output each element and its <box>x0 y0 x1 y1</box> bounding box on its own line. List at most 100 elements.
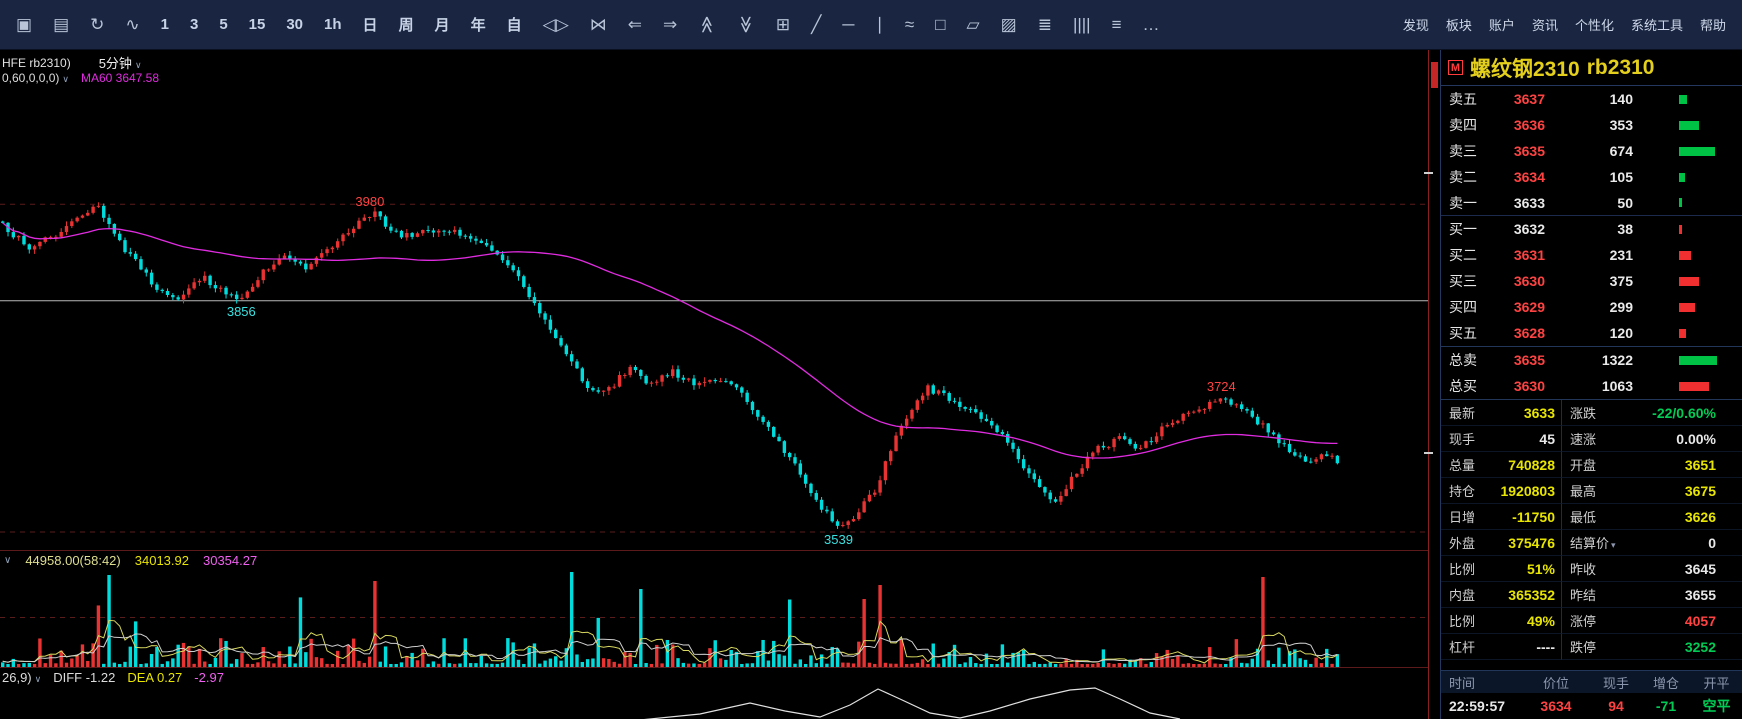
dom-price: 3636 <box>1513 117 1545 133</box>
menu-account[interactable]: 账户 <box>1488 18 1515 33</box>
dom-depth-bar <box>1679 355 1717 365</box>
hline-tool-icon[interactable]: ─ <box>842 15 855 34</box>
dom-level-label: 卖二 <box>1449 169 1477 185</box>
menu-sectors[interactable]: 板块 <box>1445 18 1472 33</box>
dom-row-10[interactable]: 买五 3628 120 <box>1441 320 1742 346</box>
volume-value-3: 30354.27 <box>202 552 258 568</box>
period-day[interactable]: 日 <box>362 17 378 34</box>
menu-discover[interactable]: 发现 <box>1402 18 1429 33</box>
candlestick-chart[interactable] <box>0 89 1428 550</box>
quote-field-结算价: 结算价 ▾ 0 <box>1561 530 1742 556</box>
rect-tool-icon[interactable]: □ <box>935 15 946 34</box>
ma60-value: MA60 3647.58 <box>80 71 160 85</box>
quote-label: 杠杆 <box>1449 640 1476 655</box>
period-1hour[interactable]: 1h <box>324 16 342 33</box>
page-split-icon[interactable]: ◁▷ <box>542 15 569 34</box>
dom-quantity: 353 <box>1609 117 1633 133</box>
save-icon[interactable]: ▤ <box>53 15 70 34</box>
period-3min[interactable]: 3 <box>189 16 199 33</box>
dom-row-2[interactable]: 卖四 3636 353 <box>1441 112 1742 138</box>
ma-params-selector[interactable]: 0,60,0,0,0) ∨ <box>2 71 69 85</box>
volume-profile-icon[interactable]: |||| <box>1072 15 1091 34</box>
period-5min[interactable]: 5 <box>219 16 228 33</box>
dom-row-7[interactable]: 买二 3631 231 <box>1441 242 1742 268</box>
dom-row-4[interactable]: 卖二 3634 105 <box>1441 164 1742 190</box>
quote-value: ---- <box>1536 638 1555 655</box>
dom-price: 3633 <box>1513 194 1545 211</box>
symbol-tab[interactable]: HFE rb2310) <box>2 55 71 70</box>
pattern-tool-icon[interactable]: ▨ <box>1000 15 1017 34</box>
text-tool-icon[interactable]: ≡ <box>1111 15 1122 34</box>
dom-level-label: 买三 <box>1449 273 1477 289</box>
period-15min[interactable]: 15 <box>248 16 266 33</box>
refresh-icon[interactable]: ↻ <box>90 15 105 34</box>
trendline-tool-icon[interactable]: ╱ <box>811 15 822 34</box>
total-buy-row[interactable]: 总买 3630 1063 <box>1441 373 1742 399</box>
total-sell-row[interactable]: 总卖 3635 1322 <box>1441 347 1742 373</box>
forward-icon[interactable]: ⇒ <box>663 15 678 34</box>
period-30min[interactable]: 30 <box>286 16 304 33</box>
dom-quantity: 105 <box>1609 169 1633 185</box>
grid-layout-icon[interactable]: ⊞ <box>775 15 791 34</box>
menu-personalize[interactable]: 个性化 <box>1574 18 1614 33</box>
quote-field-涨跌: 涨跌 -22/0.60% <box>1561 400 1742 426</box>
period-1min[interactable]: 1 <box>160 16 169 33</box>
line-chart-icon[interactable]: ∿ <box>125 15 140 34</box>
quote-field-最新: 最新 3633 <box>1441 400 1561 426</box>
macd-chart[interactable] <box>0 687 1428 719</box>
dom-row-8[interactable]: 买三 3630 375 <box>1441 268 1742 294</box>
menu-news[interactable]: 资讯 <box>1531 18 1558 33</box>
quote-value: 3645 <box>1684 560 1716 577</box>
axis-tick <box>1424 452 1433 454</box>
dom-price: 3632 <box>1513 221 1545 237</box>
macd-params-selector[interactable]: 26,9) ∨ <box>2 670 41 685</box>
dom-depth-bar <box>1679 302 1695 312</box>
dom-row-1[interactable]: 卖五 3637 140 <box>1441 86 1742 112</box>
dom-level-label: 买二 <box>1449 247 1477 263</box>
dom-depth-bar-zone <box>1633 381 1742 391</box>
quote-label: 比例 <box>1449 562 1476 577</box>
contract-code: rb2310 <box>1586 55 1655 79</box>
period-week[interactable]: 周 <box>398 17 414 34</box>
volume-chart[interactable] <box>0 569 1428 667</box>
expand-down-icon[interactable]: ≫ <box>736 15 756 34</box>
quote-label: 现手 <box>1449 432 1476 447</box>
dom-row-3[interactable]: 卖三 3635 674 <box>1441 138 1742 164</box>
gann-tool-icon[interactable]: ≣ <box>1037 15 1052 34</box>
wave-tool-icon[interactable]: ≈ <box>904 15 915 34</box>
quote-label: 持仓 <box>1449 484 1476 499</box>
chevron-down-icon[interactable]: ∨ <box>4 554 12 566</box>
dom-depth-bar <box>1679 146 1715 156</box>
quote-field-跌停: 跌停 3252 <box>1561 634 1742 660</box>
quote-value: 3651 <box>1684 456 1716 473</box>
menu-help[interactable]: 帮助 <box>1699 18 1726 33</box>
dom-row-6[interactable]: 买一 3632 38 <box>1441 216 1742 242</box>
chevron-down-icon: ∨ <box>134 60 142 70</box>
period-selector[interactable]: 5分钟 ∨ <box>99 53 142 72</box>
dom-row-9[interactable]: 买四 3629 299 <box>1441 294 1742 320</box>
vline-tool-icon[interactable]: ∣ <box>875 15 884 34</box>
bowtie-icon[interactable]: ⋈ <box>589 15 607 34</box>
quote-label: 最低 <box>1570 510 1597 525</box>
dom-quantity: 1063 <box>1601 378 1633 394</box>
period-year[interactable]: 年 <box>470 17 486 34</box>
collapse-up-icon[interactable]: ≪ <box>697 15 717 34</box>
dom-level-label: 卖五 <box>1449 91 1477 107</box>
quote-field-最高: 最高 3675 <box>1561 478 1742 504</box>
more-icon[interactable]: … <box>1142 15 1160 34</box>
panel-icon[interactable]: ▣ <box>16 15 33 34</box>
quote-label: 涨停 <box>1570 614 1597 629</box>
scrollbar-thumb[interactable] <box>1431 62 1438 88</box>
quote-label: 结算价 ▾ <box>1570 536 1616 551</box>
menu-system-tools[interactable]: 系统工具 <box>1630 18 1683 33</box>
chart-header: HFE rb2310) 5分钟 ∨ <box>2 53 142 72</box>
dom-row-5[interactable]: 卖一 3633 50 <box>1441 190 1742 216</box>
dom-level-label: 总买 <box>1449 378 1477 394</box>
period-month[interactable]: 月 <box>434 17 450 34</box>
chevron-down-icon[interactable]: ▾ <box>1611 540 1616 550</box>
dom-level-label: 卖三 <box>1449 143 1477 159</box>
period-custom[interactable]: 自 <box>506 17 522 34</box>
main-area: HFE rb2310) 5分钟 ∨ 0,60,0,0,0) ∨ MA60 3647.… <box>0 50 1742 719</box>
channel-tool-icon[interactable]: ▱ <box>966 15 980 34</box>
back-icon[interactable]: ⇐ <box>627 15 643 34</box>
